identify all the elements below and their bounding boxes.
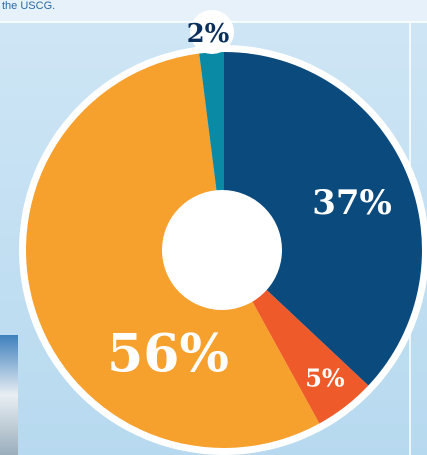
caption: the USCG. — [2, 0, 55, 12]
donut-hole — [162, 190, 282, 310]
value-label: 37% — [312, 183, 392, 223]
pie-slice — [224, 52, 422, 386]
value-label: 2% — [187, 19, 230, 49]
pie: 37% 5% 56% 2% — [19, 10, 427, 455]
photo — [0, 335, 18, 455]
value-label: 56% — [107, 324, 229, 385]
value-label: 5% — [305, 364, 345, 393]
label-badge — [190, 10, 234, 54]
